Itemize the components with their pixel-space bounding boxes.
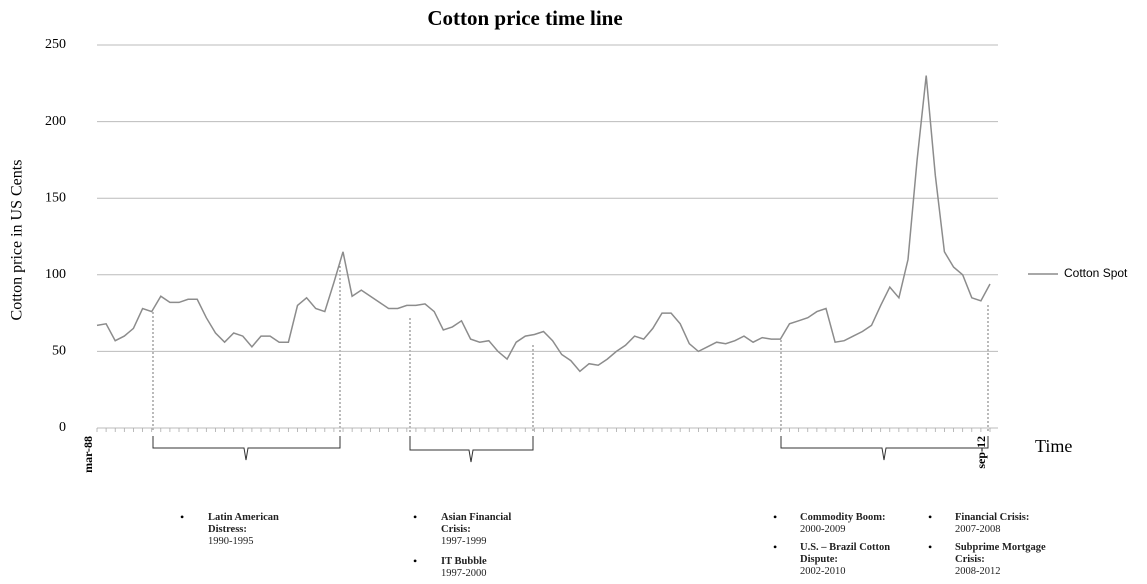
bullet: • [773,510,778,524]
annotation: Latin American Distress: 1990-1995 [208,512,298,548]
bullet: • [928,540,933,554]
y-tick-label: 200 [45,114,66,129]
annotation-years: 1997-1999 [441,536,487,547]
x-axis-label: Time [1035,436,1072,456]
y-tick-label: 250 [45,37,66,52]
bullet: • [180,510,185,524]
annotation: Asian Financial Crisis: 1997-1999 [441,512,531,548]
annotation: Financial Crisis: 2007-2008 [955,512,1055,536]
bullet: • [413,554,418,568]
period-brackets [152,436,989,463]
chart-title: Cotton price time line [427,6,622,30]
annotation-title: Commodity Boom: [800,512,886,523]
annotation-years: 2000-2009 [800,524,846,535]
y-tick-label: 50 [52,344,66,359]
bullet: • [413,510,418,524]
y-tick-label: 100 [45,267,66,282]
annotation-title: Latin American Distress: [208,512,279,535]
annotation-title: Asian Financial Crisis: [441,512,512,535]
line [96,75,991,373]
annotation-years: 1997-2000 [441,568,487,579]
annotation-title: IT Bubble [441,556,487,567]
annotation-title: U.S. – Brazil Cotton Dispute: [800,542,891,565]
x-tick-label: mar-88 [81,436,95,473]
x-tick-label: sep-12 [974,436,988,469]
annotation: IT Bubble 1997-2000 [441,556,531,580]
annotation-years: 1990-1995 [208,536,254,547]
annotation-years: 2007-2008 [955,524,1001,535]
annotation-title: Financial Crisis: [955,512,1030,523]
annotation-years: 2008-2012 [955,566,1001,577]
legend-label: Cotton Spot [1064,266,1128,280]
period-markers [152,262,989,432]
bullet: • [773,540,778,554]
annotation: Commodity Boom: 2000-2009 [800,512,910,536]
bullet: • [928,510,933,524]
y-tick-label: 0 [59,420,66,435]
annotation-title: Subprime Mortgage Crisis: [955,542,1046,565]
annotation: Subprime Mortgage Crisis: 2008-2012 [955,542,1055,578]
annotation: U.S. – Brazil Cotton Dispute: 2002-2010 [800,542,915,578]
y-axis-label: Cotton price in US Cents [9,160,26,321]
y-tick-label: 150 [45,190,66,205]
annotation-years: 2002-2010 [800,566,846,577]
